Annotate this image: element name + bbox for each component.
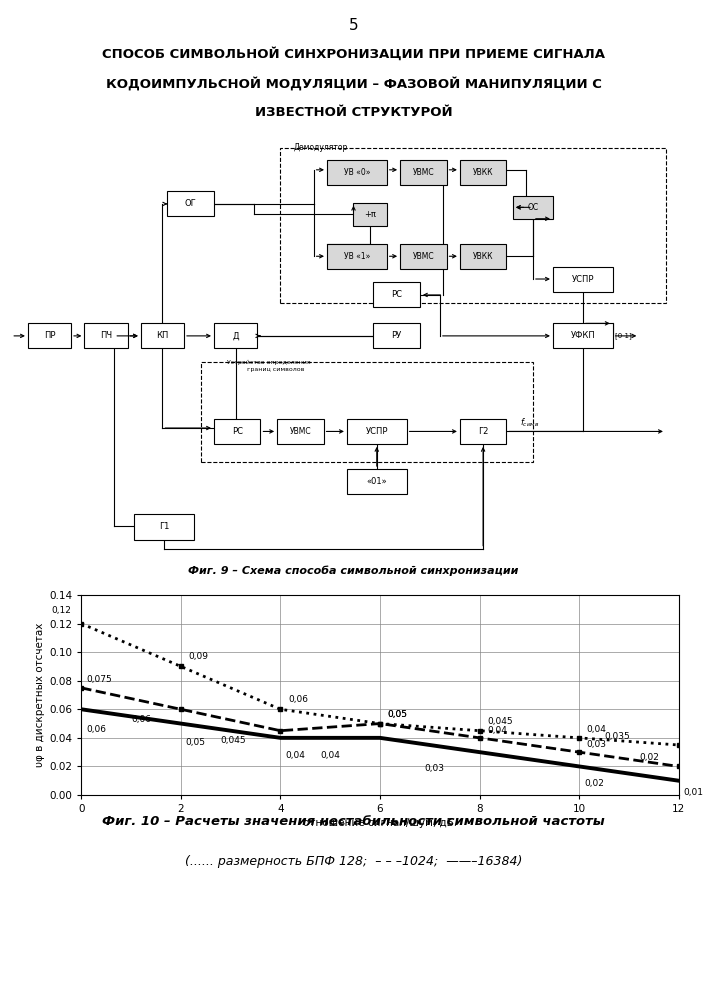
Bar (327, 244, 387, 269)
Text: УВМС: УВМС (290, 427, 311, 436)
Text: УВ «0»: УВ «0» (344, 168, 370, 177)
Bar (28, 323, 71, 348)
Bar (373, 282, 420, 307)
Bar (214, 419, 260, 444)
Bar (347, 419, 407, 444)
Bar (277, 419, 324, 444)
Bar (134, 514, 194, 540)
Text: (...... размерность БПФ 128;  – – –1024;  ——–16384): (...... размерность БПФ 128; – – –1024; … (185, 855, 522, 868)
Bar (327, 160, 387, 185)
Text: УСПР: УСПР (571, 275, 594, 284)
Text: УВМС: УВМС (412, 168, 434, 177)
Text: «01»: «01» (366, 477, 387, 486)
Text: Устройство определения: Устройство определения (227, 360, 311, 365)
Text: Фиг. 10 – Расчеты значения нестабильности символьной частоты: Фиг. 10 – Расчеты значения нестабильност… (102, 815, 605, 828)
Text: 0,06: 0,06 (288, 695, 308, 704)
Text: 0,02: 0,02 (584, 779, 604, 788)
Bar (354, 203, 387, 226)
Text: ИЗВЕСТНОЙ СТРУКТУРОЙ: ИЗВЕСТНОЙ СТРУКТУРОЙ (255, 106, 452, 119)
Text: 0,04: 0,04 (320, 751, 340, 760)
Bar (400, 160, 447, 185)
Text: 0,01: 0,01 (684, 788, 703, 797)
Text: УВМС: УВМС (412, 252, 434, 261)
Text: Г1: Г1 (159, 522, 169, 531)
Text: 0,075: 0,075 (86, 675, 112, 684)
Text: РС: РС (232, 427, 243, 436)
Text: РС: РС (391, 290, 402, 299)
Bar (84, 323, 127, 348)
Text: 0,04: 0,04 (587, 725, 607, 734)
Text: 0,03: 0,03 (425, 764, 445, 773)
Text: ОГ: ОГ (185, 199, 197, 208)
Text: 0,05: 0,05 (186, 738, 206, 747)
Text: УСПР: УСПР (366, 427, 388, 436)
Bar (460, 419, 506, 444)
Bar (460, 160, 506, 185)
Text: 0,05: 0,05 (387, 710, 407, 719)
Text: 0,045: 0,045 (487, 717, 513, 726)
Text: 0,05: 0,05 (387, 710, 407, 719)
Text: границ символов: границ символов (247, 367, 305, 372)
Text: СПОСОБ СИМВОЛЬНОЙ СИНХРОНИЗАЦИИ ПРИ ПРИЕМЕ СИГНАЛА: СПОСОБ СИМВОЛЬНОЙ СИНХРОНИЗАЦИИ ПРИ ПРИЕ… (102, 47, 605, 60)
Text: 0,035: 0,035 (604, 732, 630, 741)
Text: УВКК: УВКК (473, 168, 493, 177)
Text: РУ: РУ (392, 331, 402, 340)
Bar (201, 362, 533, 462)
Text: [0 1]: [0 1] (614, 332, 631, 339)
Text: 0,09: 0,09 (188, 652, 209, 661)
Text: Фиг. 9 – Схема способа символьной синхронизации: Фиг. 9 – Схема способа символьной синхро… (188, 565, 519, 576)
Bar (513, 196, 553, 219)
Text: Г2: Г2 (478, 427, 489, 436)
Text: 0,04: 0,04 (286, 751, 305, 760)
Bar (347, 469, 407, 494)
Text: ОС: ОС (527, 203, 539, 212)
Text: УВ «1»: УВ «1» (344, 252, 370, 261)
Text: 0,04: 0,04 (487, 726, 507, 735)
Text: Д: Д (233, 331, 239, 340)
Text: +π: +π (364, 210, 376, 219)
Y-axis label: υφ в дискретных отсчетах: υφ в дискретных отсчетах (35, 623, 45, 767)
Bar (373, 323, 420, 348)
Text: 5: 5 (349, 17, 358, 32)
Text: УФКП: УФКП (571, 331, 595, 340)
Text: КОДОИМПУЛЬСНОЙ МОДУЛЯЦИИ – ФАЗОВОЙ МАНИПУЛЯЦИИ С: КОДОИМПУЛЬСНОЙ МОДУЛЯЦИИ – ФАЗОВОЙ МАНИП… (105, 76, 602, 90)
Bar (460, 244, 506, 269)
Text: 0,02: 0,02 (639, 753, 659, 762)
Bar (214, 323, 257, 348)
Text: 0,06: 0,06 (131, 715, 151, 724)
Text: ПР: ПР (44, 331, 55, 340)
X-axis label: отношение сигнал/шум, дБ.: отношение сигнал/шум, дБ. (303, 818, 457, 828)
Bar (168, 191, 214, 216)
Text: УВКК: УВКК (473, 252, 493, 261)
Text: Демодулятор: Демодулятор (293, 143, 348, 152)
Text: КП: КП (156, 331, 169, 340)
Text: ПЧ: ПЧ (100, 331, 112, 340)
Text: $f_{симв}$: $f_{симв}$ (520, 417, 539, 429)
Bar (141, 323, 184, 348)
Text: 0,06: 0,06 (86, 725, 106, 734)
Bar (553, 267, 613, 292)
Text: 0,03: 0,03 (587, 740, 607, 749)
Bar (553, 323, 613, 348)
Bar (281, 148, 666, 303)
Bar (400, 244, 447, 269)
Text: 0,045: 0,045 (221, 736, 246, 745)
Text: 0,12: 0,12 (52, 606, 71, 615)
